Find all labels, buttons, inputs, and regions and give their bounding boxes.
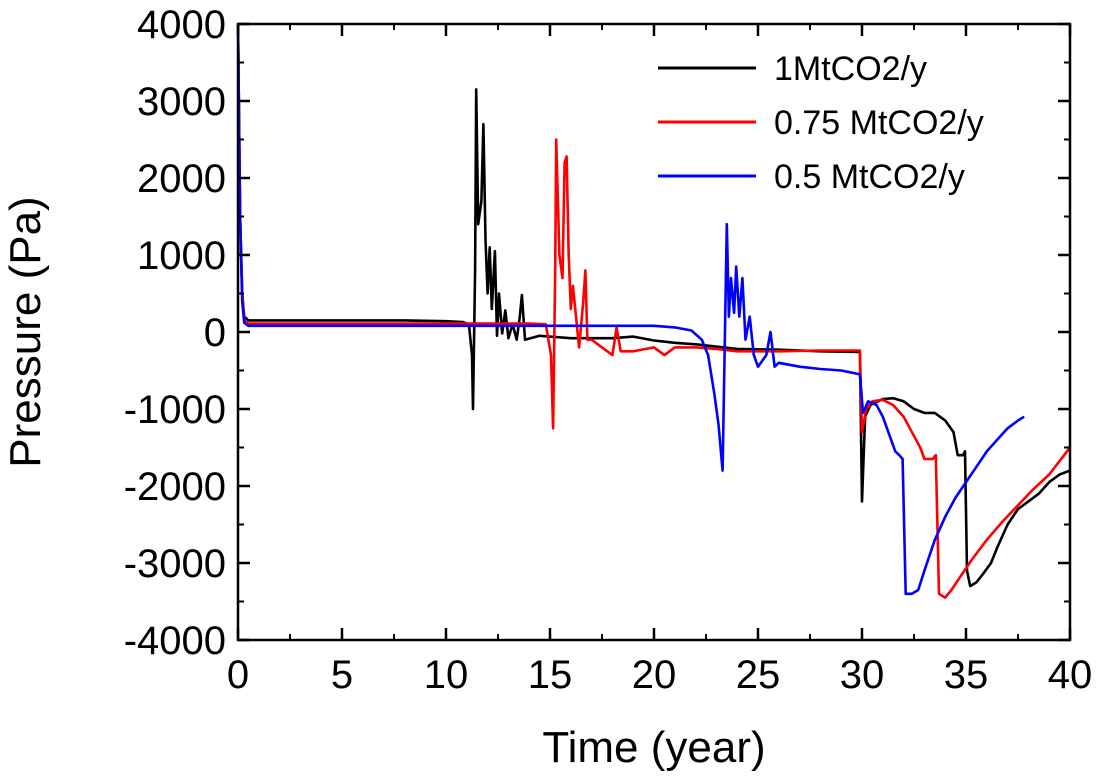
legend-label-1: 1MtCO2/y [774,50,927,88]
legend-label-2: 0.75 MtCO2/y [774,104,984,142]
y-tick-label: 0 [204,311,226,355]
x-tick-label: 10 [424,653,469,697]
y-tick-label: -2000 [124,465,226,509]
y-axis-title: Pressure (Pa) [1,196,50,467]
x-tick-label: 35 [944,653,989,697]
legend: 1MtCO2/y 0.75 MtCO2/y 0.5 MtCO2/y [658,50,984,196]
series-line-3 [238,24,1025,596]
series-line-1 [238,24,1070,588]
axes: 0 5 10 15 20 25 30 35 40 -4000 -3000 -2000 -1000 0 100… [124,3,1093,697]
x-tick-label: 30 [840,653,885,697]
y-tick-label: 2000 [137,157,226,201]
y-tick-label: 3000 [137,80,226,124]
x-tick-label: 0 [227,653,249,697]
x-tick-label: 20 [632,653,677,697]
x-tick-label: 15 [528,653,573,697]
y-tick-label: -1000 [124,388,226,432]
x-tick-label: 40 [1048,653,1093,697]
plot-area [238,24,1070,599]
x-axis-title: Time (year) [542,723,765,772]
y-tick-label: -3000 [124,542,226,586]
y-tick-label: 4000 [137,3,226,47]
series-line-2 [238,24,1070,599]
legend-label-3: 0.5 MtCO2/y [774,158,965,196]
x-tick-label: 25 [736,653,781,697]
x-tick-label: 5 [331,653,353,697]
y-tick-label: 1000 [137,234,226,278]
y-tick-label: -4000 [124,619,226,663]
